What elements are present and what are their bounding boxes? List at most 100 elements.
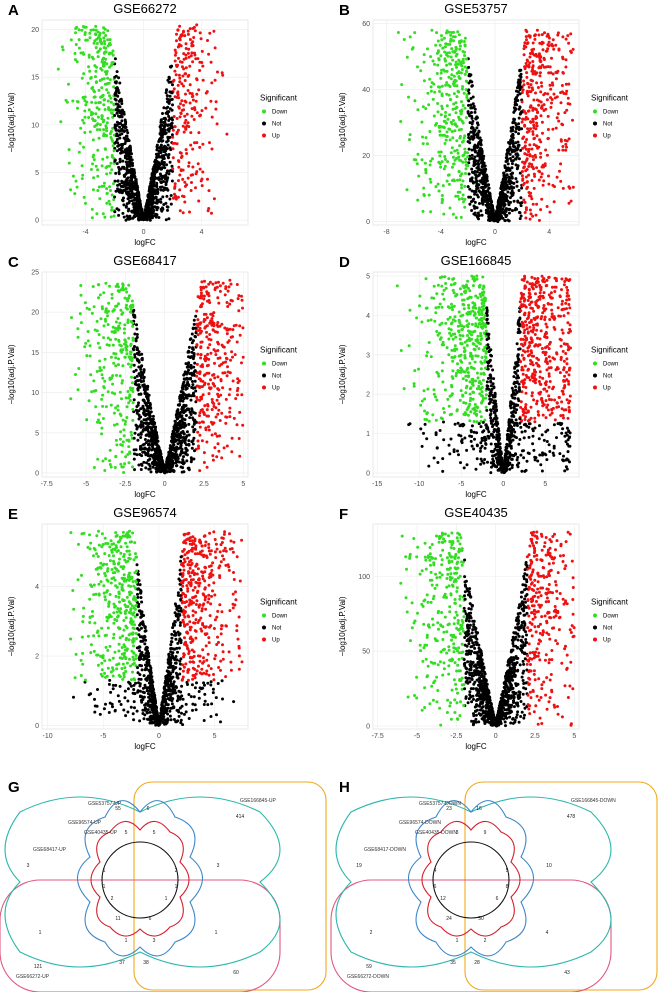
point-not bbox=[511, 132, 515, 136]
point-not bbox=[511, 142, 515, 146]
point-down bbox=[459, 39, 463, 43]
point-not bbox=[122, 173, 126, 177]
point-up bbox=[181, 74, 185, 78]
point-down bbox=[112, 214, 116, 218]
point-up bbox=[194, 99, 198, 103]
point-up bbox=[201, 78, 205, 82]
point-not bbox=[176, 434, 180, 438]
legend-marker-up bbox=[262, 385, 266, 390]
point-up bbox=[531, 52, 535, 56]
point-up bbox=[524, 35, 528, 39]
point-down bbox=[96, 168, 100, 172]
point-not bbox=[182, 432, 186, 436]
point-down bbox=[114, 304, 118, 308]
point-down bbox=[411, 46, 415, 50]
point-up bbox=[215, 398, 219, 402]
point-not bbox=[495, 209, 499, 213]
point-down bbox=[438, 90, 441, 93]
point-up bbox=[199, 379, 203, 383]
point-not bbox=[499, 191, 503, 195]
point-not bbox=[189, 376, 193, 380]
point-down bbox=[458, 41, 462, 45]
point-up bbox=[522, 165, 526, 169]
point-not bbox=[154, 437, 158, 440]
point-not bbox=[115, 108, 118, 112]
point-not bbox=[137, 207, 141, 211]
point-up bbox=[197, 377, 201, 381]
point-not bbox=[513, 109, 517, 113]
point-up bbox=[566, 321, 570, 325]
point-not bbox=[179, 423, 183, 427]
point-not bbox=[126, 217, 130, 221]
point-not bbox=[153, 188, 157, 192]
point-down bbox=[130, 433, 134, 437]
point-down bbox=[113, 423, 116, 427]
point-up bbox=[201, 64, 205, 68]
point-up bbox=[540, 172, 544, 176]
point-down bbox=[95, 319, 99, 323]
point-up bbox=[200, 385, 204, 389]
point-not bbox=[514, 130, 518, 134]
point-not bbox=[187, 439, 191, 443]
point-down bbox=[108, 132, 112, 136]
point-not bbox=[477, 183, 481, 187]
point-down bbox=[439, 113, 443, 117]
point-up bbox=[200, 363, 204, 367]
point-down bbox=[129, 365, 133, 369]
point-up bbox=[178, 188, 182, 192]
point-not bbox=[163, 186, 167, 190]
point-down bbox=[102, 184, 106, 188]
point-down bbox=[96, 122, 100, 126]
point-down bbox=[127, 283, 131, 287]
point-not bbox=[515, 125, 519, 129]
point-down bbox=[108, 376, 112, 380]
point-not bbox=[145, 461, 148, 465]
point-not bbox=[510, 176, 514, 180]
x-tick-label: 0 bbox=[163, 481, 167, 488]
point-not bbox=[135, 198, 139, 202]
point-not bbox=[139, 420, 143, 424]
point-down bbox=[112, 103, 116, 107]
point-up bbox=[171, 128, 175, 132]
point-not bbox=[505, 156, 509, 160]
point-up bbox=[522, 83, 526, 87]
point-down bbox=[96, 418, 100, 422]
point-not bbox=[192, 322, 196, 326]
point-not bbox=[503, 182, 507, 186]
point-not bbox=[185, 434, 189, 438]
point-up bbox=[195, 371, 199, 375]
point-not bbox=[471, 119, 475, 123]
point-not bbox=[142, 212, 146, 216]
point-down bbox=[75, 100, 79, 103]
point-up bbox=[523, 140, 527, 144]
point-not bbox=[189, 460, 193, 464]
point-up bbox=[552, 47, 556, 51]
point-not bbox=[166, 100, 169, 104]
point-not bbox=[505, 148, 509, 152]
point-down bbox=[103, 82, 107, 86]
point-down bbox=[92, 89, 96, 92]
point-up bbox=[221, 345, 225, 349]
point-up bbox=[184, 92, 187, 96]
legend-marker-down bbox=[262, 109, 266, 114]
point-down bbox=[106, 38, 110, 42]
point-up bbox=[528, 208, 532, 212]
point-not bbox=[113, 97, 117, 101]
point-up bbox=[564, 148, 568, 152]
point-up bbox=[207, 428, 211, 432]
point-down bbox=[400, 83, 404, 87]
point-not bbox=[160, 123, 164, 127]
point-up bbox=[196, 318, 200, 322]
point-down bbox=[74, 373, 77, 376]
point-down bbox=[103, 147, 107, 151]
point-down bbox=[408, 133, 412, 137]
point-down bbox=[453, 149, 457, 153]
point-not bbox=[139, 210, 143, 214]
point-up bbox=[522, 198, 526, 202]
point-down bbox=[455, 124, 459, 128]
point-down bbox=[462, 139, 465, 143]
point-down bbox=[421, 209, 425, 213]
point-not bbox=[191, 439, 195, 443]
point-down bbox=[442, 119, 446, 123]
point-not bbox=[518, 112, 522, 116]
